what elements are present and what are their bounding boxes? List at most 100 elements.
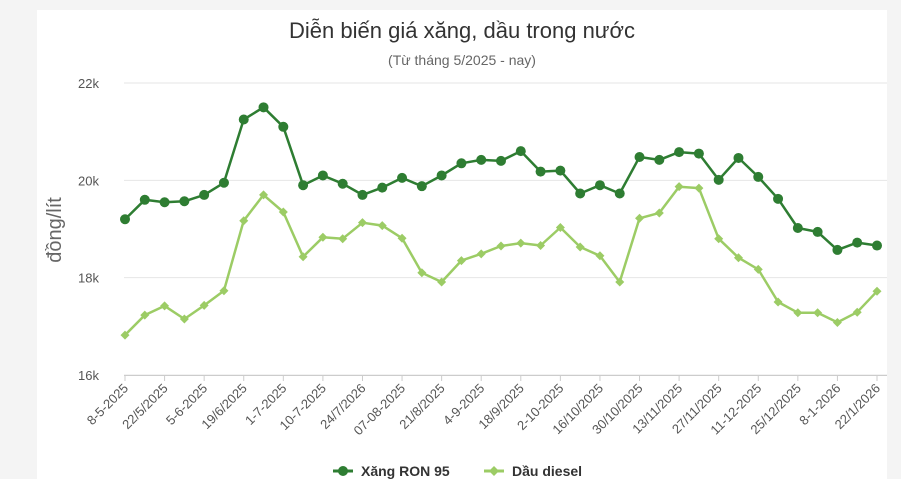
data-point[interactable] [199,189,210,200]
data-point[interactable] [516,238,526,248]
data-point[interactable] [298,252,308,262]
legend-marker [489,466,499,476]
data-point[interactable] [674,147,685,158]
data-point[interactable] [693,148,704,159]
data-point[interactable] [278,207,288,217]
data-point[interactable] [654,208,664,218]
data-point[interactable] [733,152,744,163]
data-point[interactable] [773,193,784,204]
data-point[interactable] [120,330,130,340]
legend[interactable]: Xăng RON 95 Dầu diesel [333,463,582,479]
data-point[interactable] [812,226,823,237]
data-point[interactable] [872,240,882,251]
data-point[interactable] [575,188,586,199]
data-point[interactable] [179,314,189,324]
data-point[interactable] [713,174,724,185]
data-point[interactable] [456,256,466,266]
data-point[interactable] [753,264,763,274]
data-point[interactable] [317,170,328,181]
data-point[interactable] [872,286,882,296]
data-point[interactable] [140,310,150,320]
line-chart: Diễn biến giá xăng, dầu trong nước (Từ t… [44,18,887,479]
data-point[interactable] [852,237,863,248]
data-point[interactable] [595,251,605,261]
series-line [124,185,878,336]
data-point[interactable] [179,196,190,207]
data-point[interactable] [733,253,743,263]
data-point[interactable] [535,166,546,177]
chart-card: Diễn biến giá xăng, dầu trong nước (Từ t… [37,10,887,479]
data-point[interactable] [160,301,170,311]
data-point[interactable] [436,170,447,181]
data-point[interactable] [416,181,427,192]
data-point[interactable] [594,180,605,191]
legend-label: Dầu diesel [512,463,582,479]
data-point[interactable] [397,172,408,183]
data-point[interactable] [377,221,387,231]
y-tick-label: 16k [78,368,99,383]
data-point[interactable] [496,155,506,166]
data-point[interactable] [298,180,309,191]
legend-item[interactable]: Xăng RON 95 [333,463,450,479]
data-point[interactable] [219,286,229,296]
chart-title: Diễn biến giá xăng, dầu trong nước [289,18,635,43]
data-point[interactable] [258,102,269,113]
data-point[interactable] [555,165,566,176]
chart-subtitle: (Từ tháng 5/2025 - nay) [388,52,536,68]
data-point[interactable] [575,242,585,252]
data-point[interactable] [674,182,684,192]
data-point[interactable] [239,216,249,226]
data-point[interactable] [397,233,407,243]
data-point[interactable] [832,244,843,255]
y-tick-label: 18k [78,271,99,286]
data-point[interactable] [377,182,388,193]
data-point[interactable] [357,189,368,200]
data-point[interactable] [654,154,665,165]
data-point[interactable] [417,268,427,278]
series-diesel [120,182,882,340]
data-point[interactable] [793,308,803,318]
y-axis-label: đồng/lít [44,197,66,263]
data-point[interactable] [792,223,803,234]
data-point[interactable] [318,232,328,242]
y-tick-label: 20k [78,173,99,188]
data-point[interactable] [634,151,645,162]
data-point[interactable] [753,171,764,182]
y-axis-ticks: 16k 18k 20k 22k [78,76,99,383]
data-point[interactable] [476,249,486,259]
data-point[interactable] [357,218,367,228]
data-point[interactable] [496,241,506,251]
data-point[interactable] [852,307,862,317]
data-point[interactable] [694,183,704,193]
data-point[interactable] [338,234,348,244]
data-point[interactable] [773,297,783,307]
data-point[interactable] [199,300,209,310]
series-line [124,106,878,252]
data-point[interactable] [437,277,447,287]
data-point[interactable] [456,158,467,169]
gridlines [124,82,887,376]
data-point[interactable] [635,213,645,223]
data-point[interactable] [120,214,130,225]
data-point[interactable] [615,277,625,287]
data-point[interactable] [515,146,526,157]
data-point[interactable] [813,308,823,318]
data-point[interactable] [259,190,269,200]
data-point[interactable] [714,234,724,244]
series-layer [120,102,882,340]
data-point[interactable] [476,154,487,165]
data-point[interactable] [832,317,842,327]
data-point[interactable] [159,197,170,208]
data-point[interactable] [614,188,625,199]
data-point[interactable] [536,241,546,251]
data-point[interactable] [337,178,348,189]
data-point[interactable] [238,114,249,125]
legend-label: Xăng RON 95 [361,463,450,479]
legend-item[interactable]: Dầu diesel [484,463,582,479]
legend-marker [338,466,348,476]
data-point[interactable] [278,121,289,132]
data-point[interactable] [218,177,229,188]
x-axis-ticks: 8-5-202522/5/20255-6-202519/6/20251-7-20… [84,375,883,438]
data-point[interactable] [555,223,565,233]
data-point[interactable] [139,194,150,205]
